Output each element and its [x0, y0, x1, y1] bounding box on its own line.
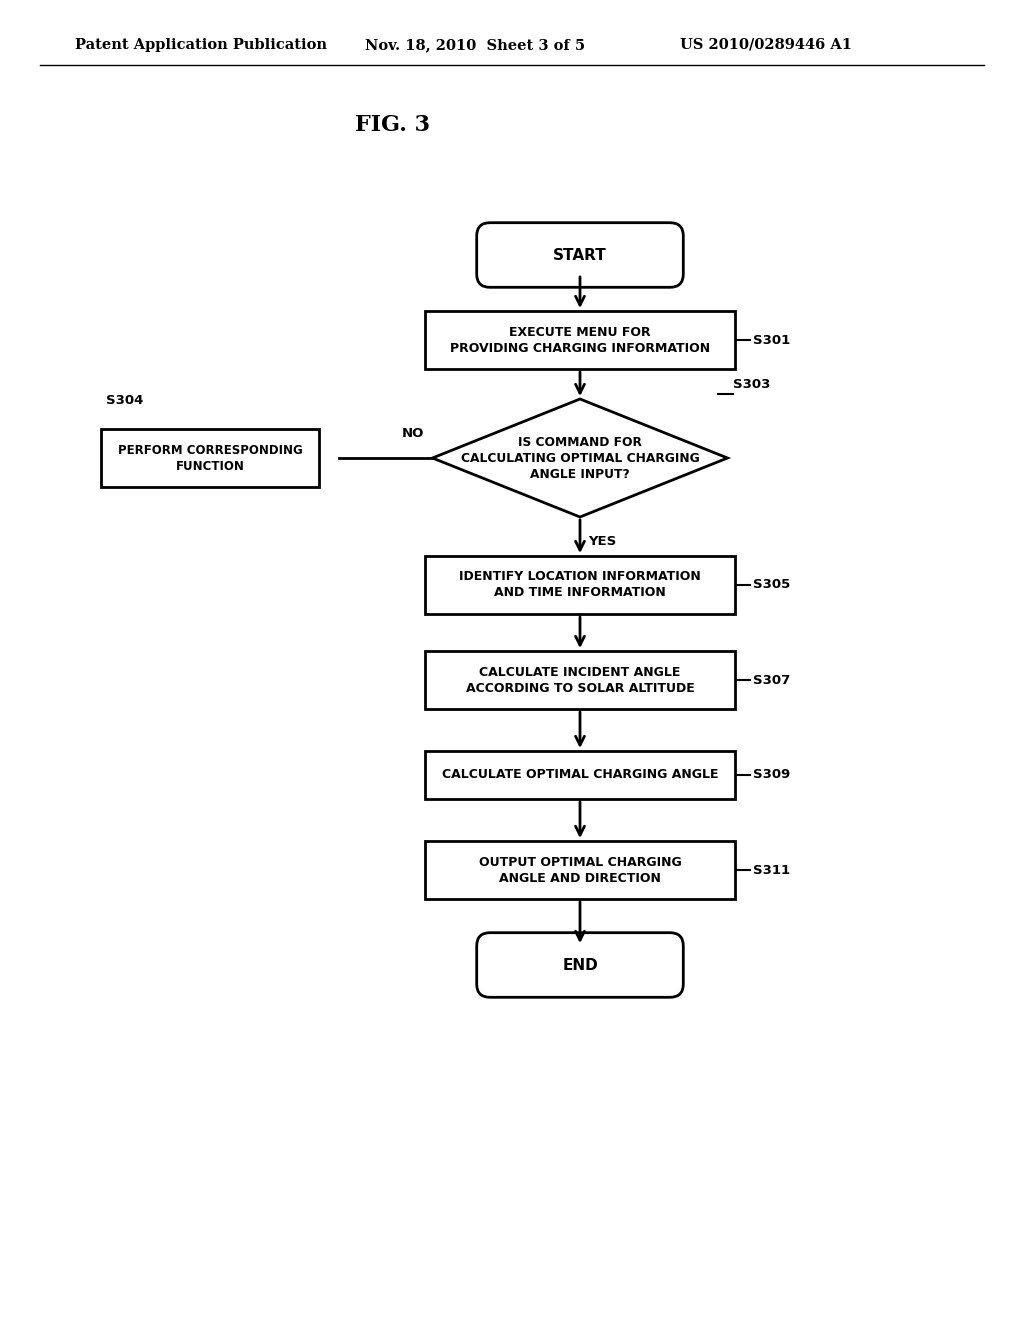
- Text: CALCULATE INCIDENT ANGLE
ACCORDING TO SOLAR ALTITUDE: CALCULATE INCIDENT ANGLE ACCORDING TO SO…: [466, 665, 694, 694]
- Text: OUTPUT OPTIMAL CHARGING
ANGLE AND DIRECTION: OUTPUT OPTIMAL CHARGING ANGLE AND DIRECT…: [478, 855, 681, 884]
- FancyBboxPatch shape: [477, 223, 683, 288]
- Polygon shape: [432, 399, 727, 517]
- Text: S305: S305: [753, 578, 791, 591]
- Text: S309: S309: [753, 768, 791, 781]
- Bar: [425, 751, 735, 799]
- Text: CALCULATE OPTIMAL CHARGING ANGLE: CALCULATE OPTIMAL CHARGING ANGLE: [441, 768, 718, 781]
- Text: END: END: [562, 957, 598, 973]
- Bar: [425, 651, 735, 709]
- FancyBboxPatch shape: [477, 933, 683, 998]
- Bar: [425, 841, 735, 899]
- Bar: [425, 556, 735, 614]
- Bar: [101, 429, 319, 487]
- Text: START: START: [553, 248, 607, 263]
- Text: S303: S303: [732, 378, 770, 391]
- Text: S301: S301: [753, 334, 791, 346]
- Text: S311: S311: [753, 863, 791, 876]
- Text: IS COMMAND FOR
CALCULATING OPTIMAL CHARGING
ANGLE INPUT?: IS COMMAND FOR CALCULATING OPTIMAL CHARG…: [461, 436, 699, 480]
- Text: Nov. 18, 2010  Sheet 3 of 5: Nov. 18, 2010 Sheet 3 of 5: [365, 38, 585, 51]
- Text: PERFORM CORRESPONDING
FUNCTION: PERFORM CORRESPONDING FUNCTION: [118, 444, 302, 473]
- Text: US 2010/0289446 A1: US 2010/0289446 A1: [680, 38, 852, 51]
- Text: S304: S304: [106, 393, 143, 407]
- Text: YES: YES: [588, 535, 616, 548]
- Text: FIG. 3: FIG. 3: [355, 114, 430, 136]
- Bar: [425, 312, 735, 370]
- Text: IDENTIFY LOCATION INFORMATION
AND TIME INFORMATION: IDENTIFY LOCATION INFORMATION AND TIME I…: [459, 570, 700, 599]
- Text: EXECUTE MENU FOR
PROVIDING CHARGING INFORMATION: EXECUTE MENU FOR PROVIDING CHARGING INFO…: [450, 326, 710, 355]
- Text: Patent Application Publication: Patent Application Publication: [75, 38, 327, 51]
- Text: NO: NO: [402, 426, 425, 440]
- Text: S307: S307: [753, 673, 791, 686]
